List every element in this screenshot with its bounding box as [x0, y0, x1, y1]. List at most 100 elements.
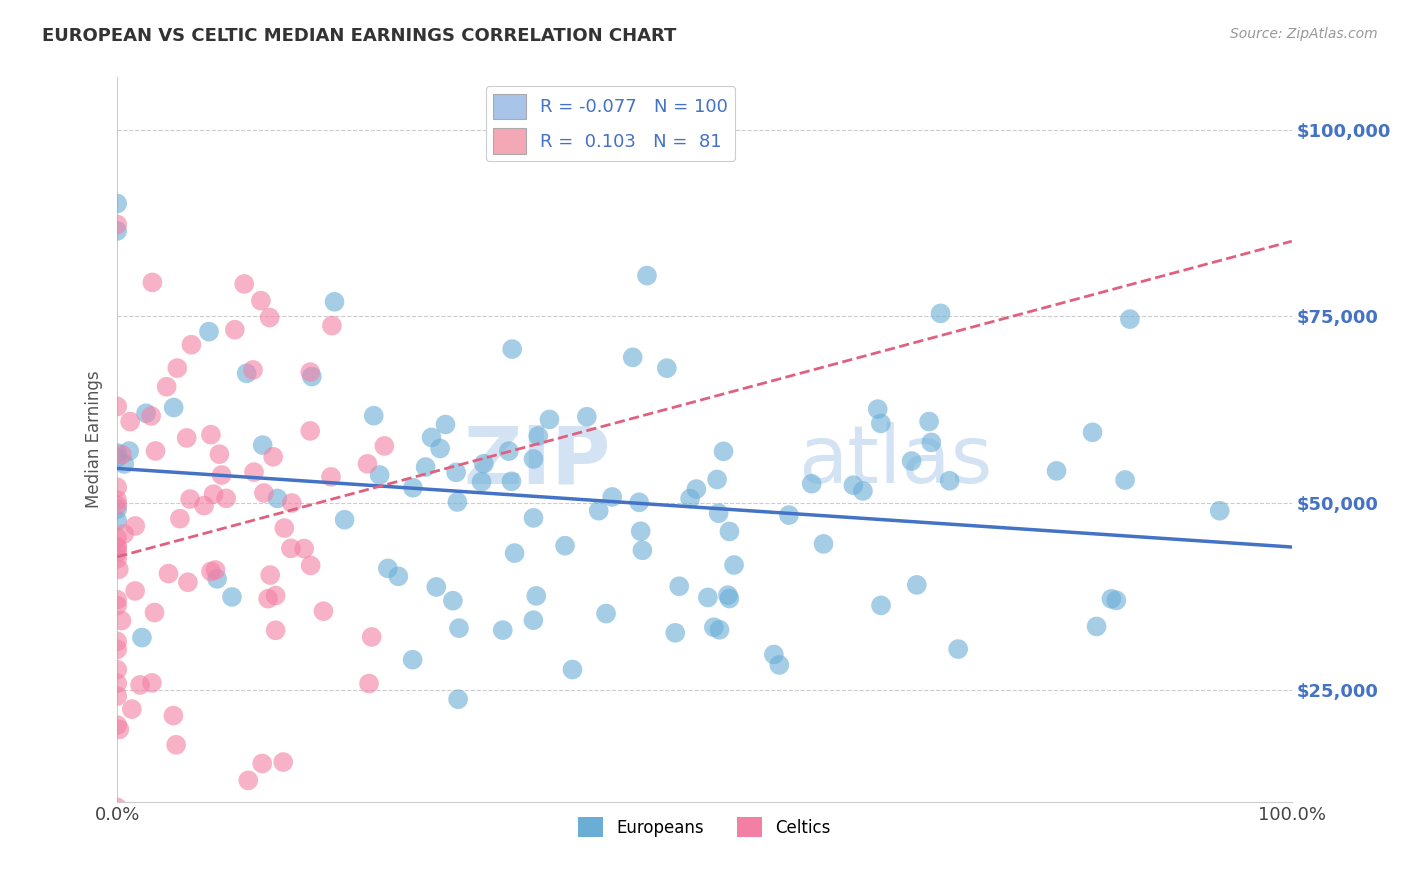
- Point: [280, 541, 302, 556]
- Point: [321, 318, 343, 333]
- Point: [156, 380, 179, 394]
- Point: [250, 293, 273, 308]
- Point: [498, 444, 520, 458]
- Point: [636, 268, 658, 283]
- Point: [105, 450, 128, 465]
- Point: [193, 499, 215, 513]
- Point: [501, 475, 523, 489]
- Point: [402, 481, 425, 495]
- Point: [446, 495, 468, 509]
- Point: [179, 491, 201, 506]
- Point: [273, 521, 295, 535]
- Point: [112, 527, 135, 541]
- Point: [718, 524, 741, 539]
- Point: [271, 755, 294, 769]
- Point: [709, 623, 731, 637]
- Point: [299, 424, 322, 438]
- Point: [166, 361, 188, 376]
- Point: [718, 591, 741, 606]
- Point: [1114, 473, 1136, 487]
- Point: [221, 590, 243, 604]
- Point: [425, 580, 447, 594]
- Point: [870, 599, 893, 613]
- Point: [281, 496, 304, 510]
- Point: [434, 417, 457, 432]
- Point: [105, 689, 128, 703]
- Point: [238, 773, 260, 788]
- Point: [703, 620, 725, 634]
- Point: [105, 493, 128, 508]
- Point: [105, 480, 128, 494]
- Point: [762, 648, 785, 662]
- Point: [105, 400, 128, 414]
- Point: [162, 708, 184, 723]
- Point: [131, 631, 153, 645]
- Point: [120, 415, 142, 429]
- Point: [105, 540, 128, 554]
- Text: Source: ZipAtlas.com: Source: ZipAtlas.com: [1230, 27, 1378, 41]
- Point: [215, 491, 238, 506]
- Point: [242, 363, 264, 377]
- Point: [105, 218, 128, 232]
- Point: [204, 563, 226, 577]
- Point: [105, 498, 128, 512]
- Point: [319, 470, 342, 484]
- Point: [200, 565, 222, 579]
- Legend: Europeans, Celtics: Europeans, Celtics: [571, 810, 838, 844]
- Point: [929, 306, 952, 320]
- Point: [259, 310, 281, 325]
- Point: [105, 718, 128, 732]
- Point: [441, 593, 464, 607]
- Text: EUROPEAN VS CELTIC MEDIAN EARNINGS CORRELATION CHART: EUROPEAN VS CELTIC MEDIAN EARNINGS CORRE…: [42, 27, 676, 45]
- Point: [575, 409, 598, 424]
- Point: [235, 367, 257, 381]
- Point: [177, 575, 200, 590]
- Point: [522, 452, 544, 467]
- Point: [524, 589, 547, 603]
- Point: [415, 460, 437, 475]
- Point: [444, 466, 467, 480]
- Point: [368, 468, 391, 483]
- Point: [252, 756, 274, 771]
- Point: [299, 365, 322, 379]
- Point: [141, 276, 163, 290]
- Point: [363, 409, 385, 423]
- Point: [1099, 591, 1122, 606]
- Point: [503, 546, 526, 560]
- Point: [110, 614, 132, 628]
- Point: [522, 511, 544, 525]
- Point: [554, 539, 576, 553]
- Point: [180, 337, 202, 351]
- Point: [299, 558, 322, 573]
- Point: [157, 566, 180, 581]
- Point: [595, 607, 617, 621]
- Point: [561, 663, 583, 677]
- Point: [356, 457, 378, 471]
- Point: [121, 702, 143, 716]
- Point: [1119, 312, 1142, 326]
- Point: [527, 429, 550, 443]
- Point: [447, 692, 470, 706]
- Point: [842, 478, 865, 492]
- Point: [470, 475, 492, 489]
- Point: [420, 430, 443, 444]
- Point: [800, 476, 823, 491]
- Point: [105, 446, 128, 460]
- Point: [211, 468, 233, 483]
- Point: [538, 412, 561, 426]
- Point: [360, 630, 382, 644]
- Point: [301, 369, 323, 384]
- Point: [713, 444, 735, 458]
- Point: [112, 457, 135, 471]
- Point: [679, 491, 702, 506]
- Point: [105, 676, 128, 690]
- Point: [105, 599, 128, 613]
- Point: [630, 524, 652, 539]
- Point: [292, 541, 315, 556]
- Point: [866, 402, 889, 417]
- Point: [105, 663, 128, 677]
- Point: [628, 495, 651, 509]
- Point: [233, 277, 256, 291]
- Point: [717, 588, 740, 602]
- Point: [706, 473, 728, 487]
